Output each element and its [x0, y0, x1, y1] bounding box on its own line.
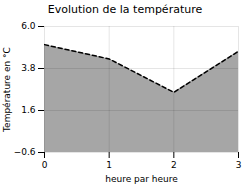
svg-text:Température en °C: Température en °C	[2, 47, 12, 133]
svg-text:heure par heure: heure par heure	[105, 174, 178, 184]
svg-text:3: 3	[236, 160, 242, 170]
svg-text:0: 0	[42, 160, 48, 170]
svg-text:3.8: 3.8	[21, 63, 36, 73]
svg-text:1: 1	[106, 160, 112, 170]
html-text:Evolution de la température: Evolution de la température	[47, 3, 203, 16]
svg-text:6.0: 6.0	[21, 21, 36, 31]
svg-text:1.6: 1.6	[21, 105, 36, 115]
svg-text:2: 2	[171, 160, 177, 170]
svg-text:−0.6: −0.6	[14, 147, 36, 157]
